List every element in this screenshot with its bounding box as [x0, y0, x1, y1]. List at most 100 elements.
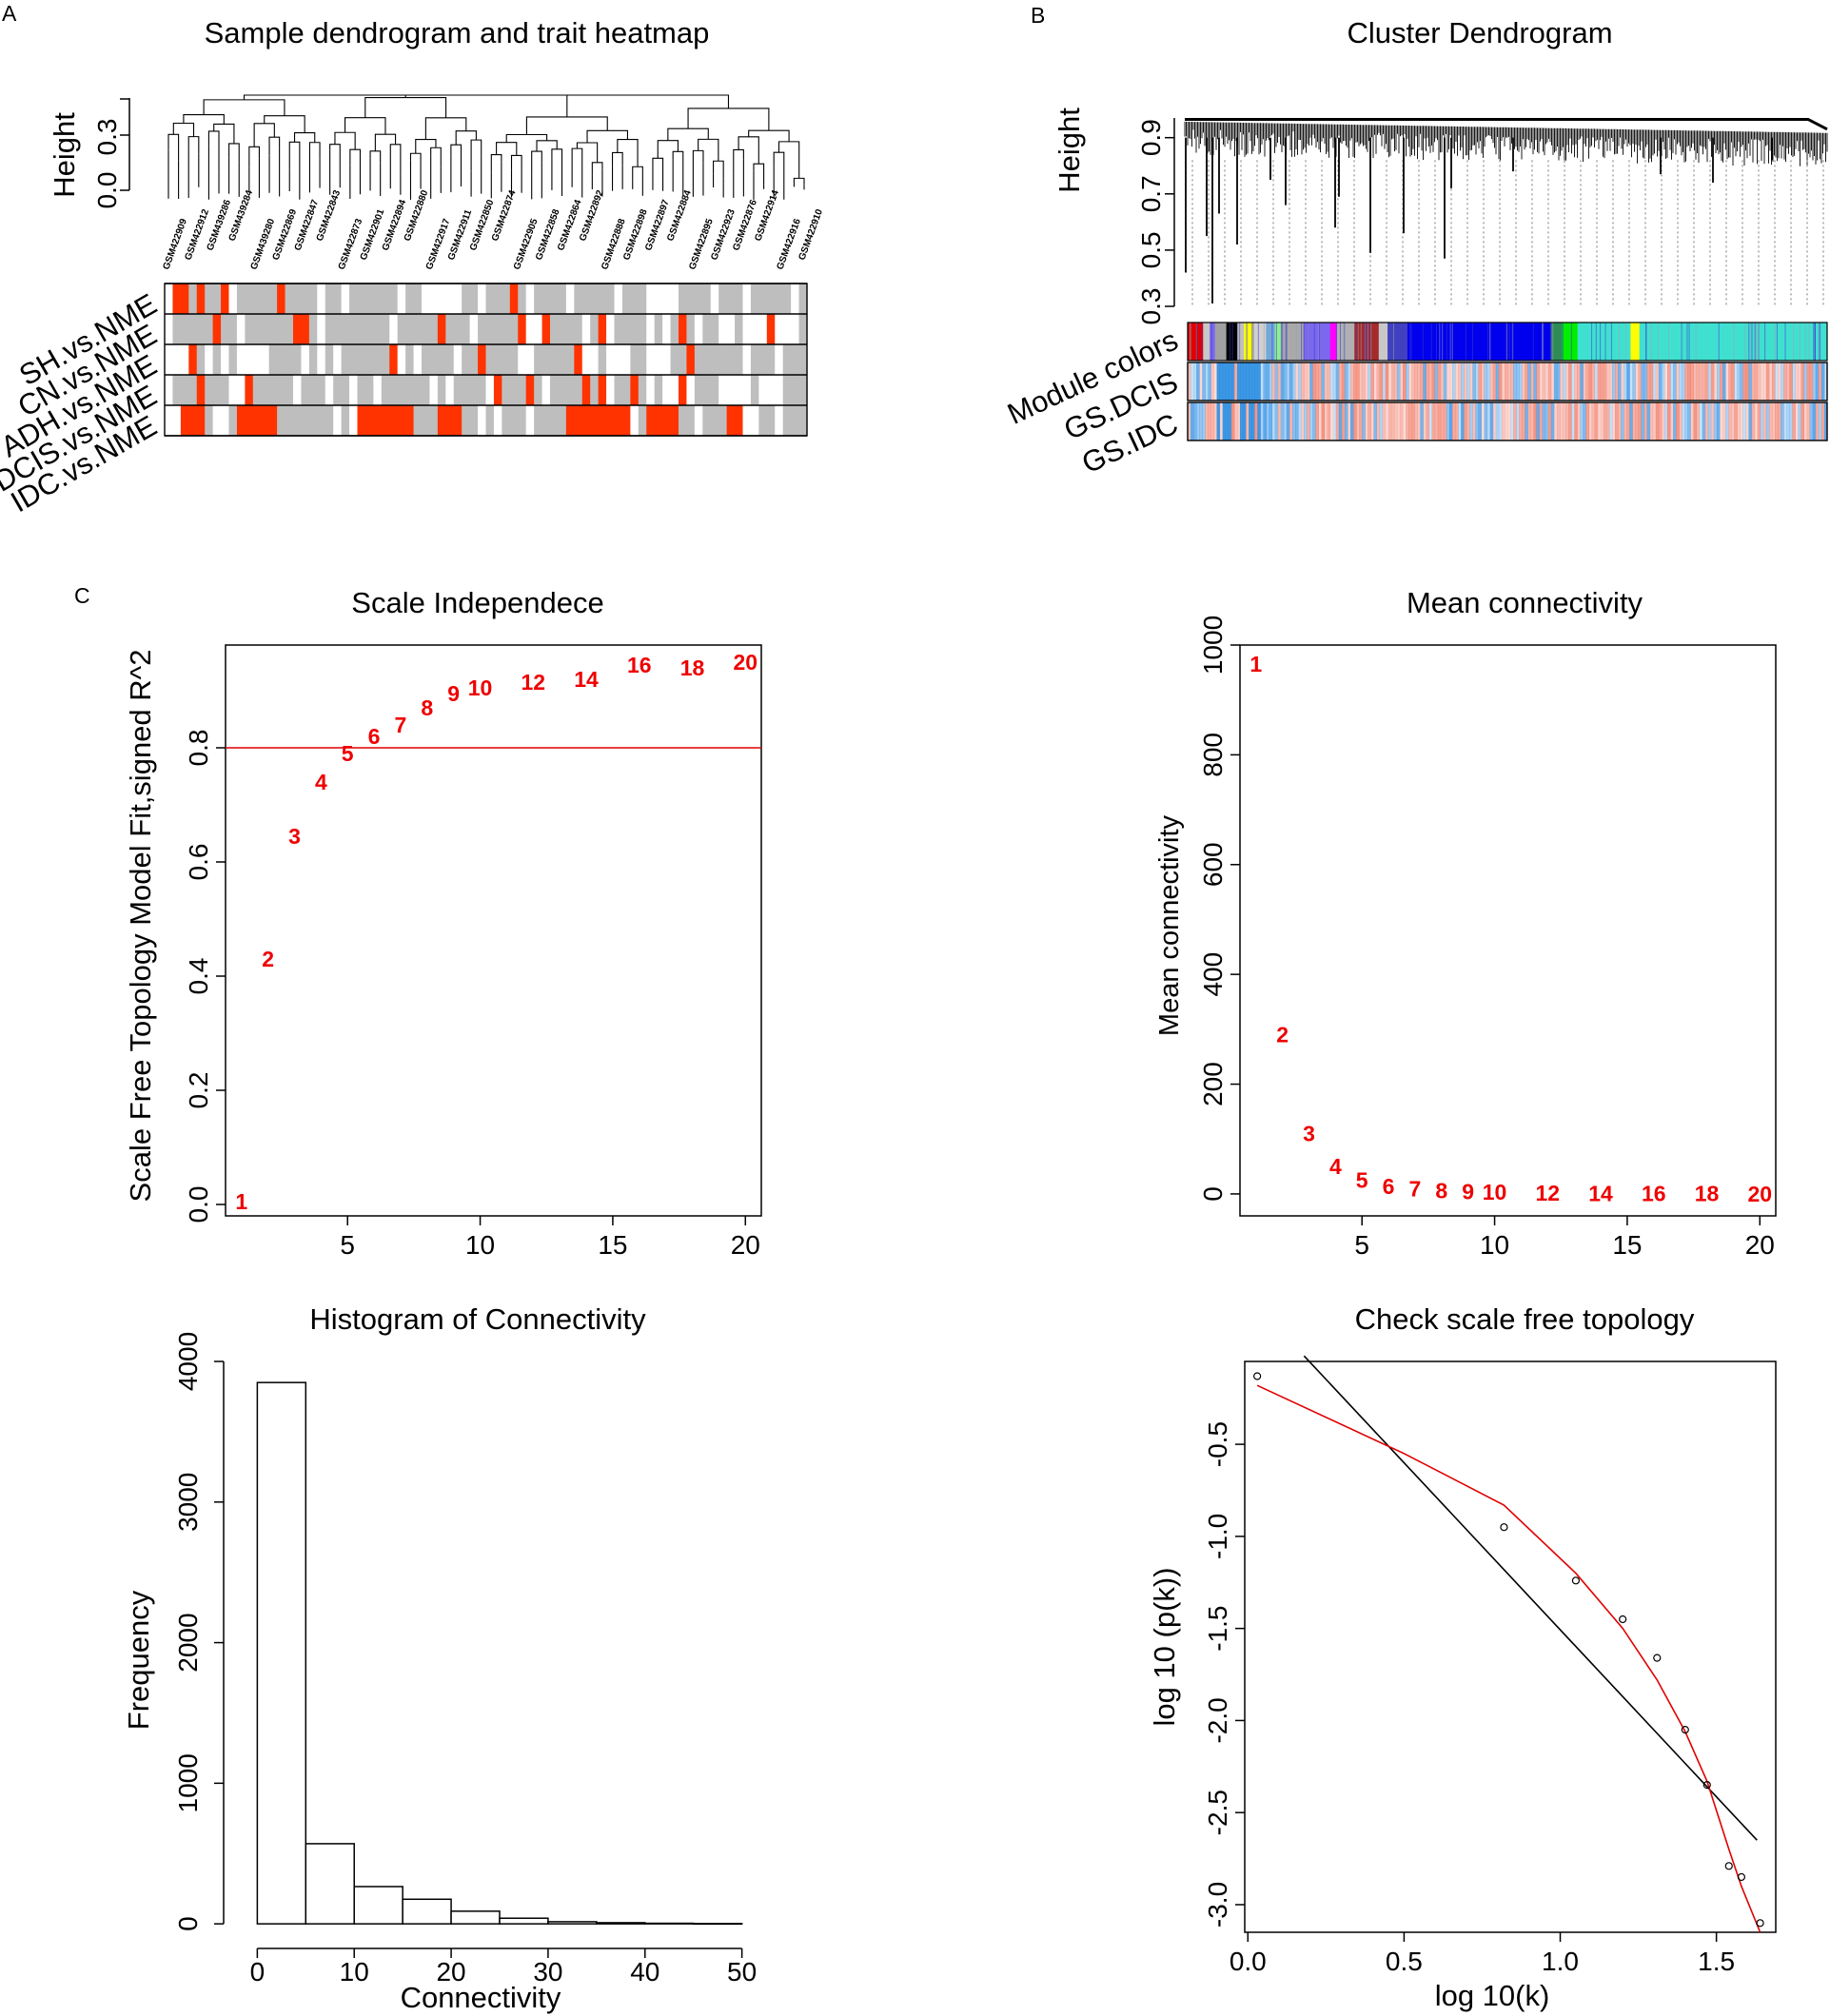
gs-cell: [1507, 362, 1511, 401]
ytick-label: 400: [1198, 952, 1228, 997]
module-stripe: [1744, 323, 1746, 361]
xtick-label: 5: [1354, 1230, 1369, 1260]
sample-label: GSM422884: [665, 188, 694, 243]
heatmap-cell: [742, 344, 752, 375]
gs-cell: [1510, 402, 1514, 440]
gs-cell: [1594, 362, 1599, 401]
sample-label: GSM422869: [271, 207, 300, 262]
gs-cell: [1760, 402, 1764, 440]
gs-cell: [1414, 402, 1418, 440]
module-stripe: [1439, 323, 1441, 361]
heatmap-cell: [654, 405, 663, 436]
gs-cell: [1455, 362, 1459, 401]
dendrogram-branch: [167, 133, 180, 161]
module-stripe: [1512, 323, 1514, 361]
gs-cell: [1751, 402, 1756, 440]
dendrogram-branch: [288, 141, 301, 170]
heatmap-cell: [662, 375, 672, 405]
module-stripe: [1282, 323, 1284, 361]
sample-dendrogram-ylabel: Height: [48, 112, 81, 198]
gs-cell: [1307, 402, 1310, 440]
ytick-label: 0.8: [184, 730, 213, 767]
heatmap-cell: [581, 314, 591, 344]
gs-cell: [1597, 362, 1602, 401]
module-stripe: [1409, 323, 1411, 361]
module-stripe: [1318, 323, 1320, 361]
gs-cell: [1803, 402, 1808, 440]
gs-cell: [1458, 362, 1462, 401]
gs-cell: [1806, 362, 1811, 401]
data-point: [1724, 1862, 1733, 1870]
module-color-segment: [1630, 323, 1641, 361]
heatmap-cell: [462, 375, 471, 405]
cluster-dendrogram-tree: [1184, 117, 1828, 306]
module-stripe: [1280, 323, 1282, 361]
dendrogram-branch: [374, 133, 397, 151]
module-stripe: [1472, 323, 1474, 361]
dendrogram-branch: [415, 139, 437, 154]
gs-cell: [1406, 362, 1409, 401]
heatmap-cell: [429, 375, 439, 405]
histogram-bar: [450, 1910, 501, 1925]
point-label: 16: [1642, 1181, 1666, 1205]
module-stripe: [1625, 323, 1627, 361]
gs-cell: [1393, 362, 1398, 401]
gs-cell: [1516, 362, 1520, 401]
heatmap-cell: [357, 405, 366, 436]
heatmap-cell: [317, 405, 326, 436]
gs-cell: [1420, 362, 1424, 401]
ytick-label: 800: [1198, 733, 1228, 777]
module-stripe: [1318, 323, 1320, 361]
gs-cell: [1420, 402, 1424, 440]
module-stripe: [1336, 323, 1338, 361]
heatmap-cell: [188, 284, 198, 314]
sample-label: GSM422888: [600, 217, 628, 271]
gs-cell: [1408, 362, 1412, 401]
module-color-segment: [1577, 323, 1631, 361]
heatmap-cell: [791, 314, 800, 344]
gs-cell: [1667, 362, 1671, 401]
gs-cell: [1530, 402, 1534, 440]
gs-cell: [1574, 402, 1578, 440]
gs-cell: [1623, 362, 1627, 401]
heatmap-cell: [662, 314, 672, 344]
gs-cell: [1390, 362, 1395, 401]
gs-cell: [1406, 402, 1409, 440]
gs-cell: [1344, 362, 1348, 401]
heatmap-cell: [534, 284, 543, 314]
gs-cell: [1795, 402, 1799, 440]
gs-cell: [1403, 402, 1407, 440]
dendrogram-branch: [525, 116, 608, 135]
gs-cell: [1632, 402, 1636, 440]
heatmap-cell: [606, 405, 616, 436]
dendrogram-branch: [687, 108, 770, 131]
gs-cell: [1646, 362, 1651, 401]
gs-cell: [1335, 402, 1340, 440]
gs-cell: [1585, 362, 1590, 401]
ytick-label: 4000: [173, 1332, 203, 1391]
heatmap-cell: [478, 344, 487, 375]
heatmap-cell: [236, 344, 246, 375]
heatmap-cell: [750, 314, 759, 344]
heatmap-cell: [638, 405, 647, 436]
gs-cell: [1725, 402, 1729, 440]
heatmap-cell: [405, 344, 415, 375]
scale-free-plot: Check scale free topology log 10 (p(k)) …: [1148, 1302, 1777, 2012]
heatmap-cell: [509, 314, 519, 344]
gs-cell: [1260, 362, 1264, 401]
gs-cell: [1661, 362, 1665, 401]
gs-cell: [1486, 402, 1491, 440]
heatmap-cell: [550, 344, 560, 375]
heatmap-cell: [775, 375, 784, 405]
xtick-label: 0.5: [1386, 1947, 1423, 1976]
gs-cell: [1249, 402, 1252, 440]
heatmap-cell: [670, 284, 679, 314]
gs-cell: [1626, 362, 1630, 401]
heatmap-cell: [397, 344, 406, 375]
heatmap-cell: [694, 314, 703, 344]
dendrogram-branch: [748, 129, 790, 142]
gs-cell: [1803, 362, 1808, 401]
heatmap-cell: [541, 405, 551, 436]
point-label: 20: [733, 650, 758, 675]
sample-label: GSM422894: [381, 198, 409, 252]
